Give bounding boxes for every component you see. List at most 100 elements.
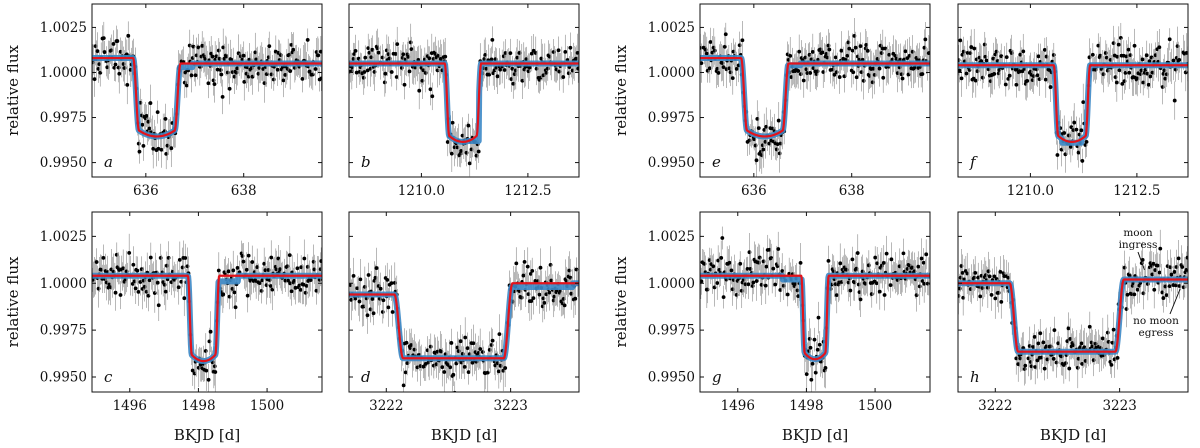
data-point [1087, 324, 1092, 329]
data-point [850, 48, 855, 53]
data-point [1140, 57, 1145, 62]
data-point [286, 278, 291, 283]
data-point [861, 78, 866, 83]
data-point [984, 58, 989, 63]
data-point [136, 290, 141, 294]
data-point [797, 49, 802, 54]
y-tick-label: 1.0025 [40, 20, 87, 36]
data-point [196, 365, 201, 370]
data-point [225, 70, 230, 75]
data-point [220, 95, 225, 99]
data-point [910, 265, 915, 270]
data-point [767, 247, 772, 252]
data-point [113, 290, 118, 295]
data-point [1022, 367, 1027, 371]
data-point [287, 52, 292, 57]
data-point [832, 72, 837, 77]
data-point [562, 303, 567, 308]
data-point [778, 141, 783, 146]
data-point [1122, 79, 1127, 84]
x-tick-label: 1500 [858, 398, 892, 414]
data-point [1084, 139, 1089, 144]
data-point [204, 368, 209, 373]
data-point [287, 253, 292, 258]
data-point [1144, 53, 1149, 58]
data-point [764, 264, 769, 269]
x-tick-label: 1212.5 [504, 183, 551, 199]
x-tick-label: 1498 [181, 398, 215, 414]
data-point [93, 44, 98, 49]
data-point [869, 292, 874, 296]
data-point [407, 69, 412, 74]
data-point [152, 291, 157, 295]
data-point [206, 81, 211, 86]
data-point [889, 257, 894, 262]
data-point [763, 283, 768, 288]
planet-only-model-curve-a [92, 56, 322, 138]
data-point [97, 62, 102, 67]
data-point [1175, 44, 1180, 48]
data-point [1017, 69, 1022, 74]
data-point [368, 307, 373, 312]
data-point [780, 269, 785, 273]
data-point [260, 278, 265, 283]
y-axis-label: relative flux [4, 256, 22, 347]
data-point [401, 52, 406, 57]
x-tick-label: 3222 [369, 398, 403, 414]
data-point [864, 43, 869, 47]
data-point [1141, 291, 1146, 296]
data-point [380, 310, 385, 314]
data-point [353, 48, 358, 53]
data-point [109, 48, 114, 53]
data-point [1152, 287, 1157, 292]
x-tick-label: 1500 [250, 398, 284, 414]
x-tick-label: 636 [133, 183, 159, 199]
data-point [551, 50, 556, 54]
data-point [1177, 57, 1182, 62]
data-point [219, 72, 224, 77]
data-point [430, 94, 435, 99]
data-point [1147, 59, 1152, 64]
data-point [1177, 284, 1182, 288]
data-point [530, 269, 535, 273]
data-point [796, 294, 801, 299]
data-point [234, 70, 239, 75]
data-point [754, 279, 759, 283]
data-point [365, 313, 370, 318]
data-point [999, 299, 1004, 304]
data-point [804, 372, 809, 377]
data-point [427, 56, 432, 61]
data-point [269, 255, 274, 260]
x-tick-label: 638 [231, 183, 257, 199]
data-point [435, 68, 440, 73]
data-point [166, 255, 171, 260]
data-point [253, 50, 258, 55]
data-point [503, 366, 508, 370]
data-point [958, 275, 963, 280]
y-axis-label: relative flux [612, 256, 630, 347]
data-point [901, 251, 906, 256]
panel-letter: b [361, 153, 371, 171]
axes-frame-c [91, 211, 323, 393]
data-point [216, 48, 221, 53]
x-tick-label: 1496 [113, 398, 147, 414]
y-tick-label: 1.0000 [648, 65, 695, 81]
data-point [1176, 256, 1181, 261]
data-point [1006, 76, 1011, 81]
data-point [521, 273, 526, 278]
y-tick-label: 0.9975 [648, 110, 695, 126]
data-point [716, 71, 721, 75]
data-point [485, 370, 490, 375]
data-point [960, 270, 965, 275]
data-point [1063, 152, 1068, 157]
annotation-pointer [1137, 251, 1145, 271]
data-point [1109, 362, 1114, 367]
data-point [1118, 35, 1123, 40]
data-point [715, 281, 720, 285]
data-point [376, 50, 381, 55]
data-point [374, 266, 379, 270]
panel-letter: f [969, 153, 978, 171]
data-point [526, 292, 531, 297]
data-point [812, 337, 817, 342]
data-point [370, 47, 375, 52]
